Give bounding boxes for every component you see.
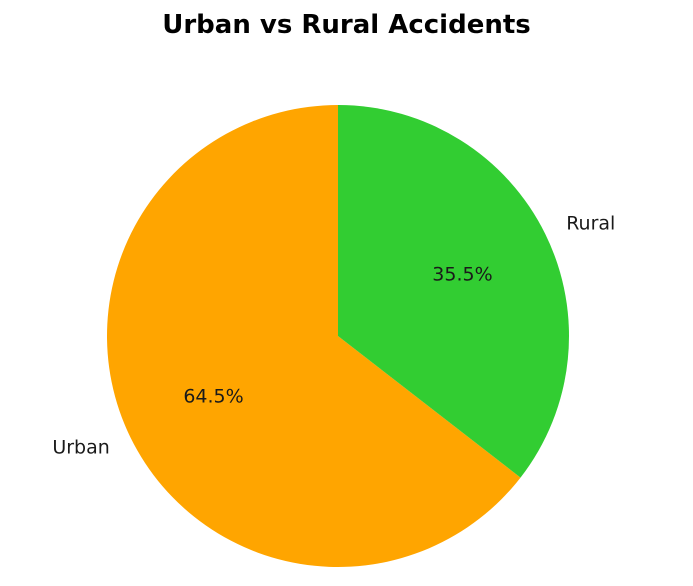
pie-slice-urban: [107, 105, 521, 567]
chart-title: Urban vs Rural Accidents: [162, 10, 531, 40]
pct-label-rural: 35.5%: [432, 264, 492, 286]
slice-label-urban: Urban: [52, 436, 109, 458]
pie-slice-rural: [338, 105, 570, 478]
pct-label-urban: 64.5%: [183, 385, 243, 407]
slice-label-rural: Rural: [566, 213, 615, 235]
